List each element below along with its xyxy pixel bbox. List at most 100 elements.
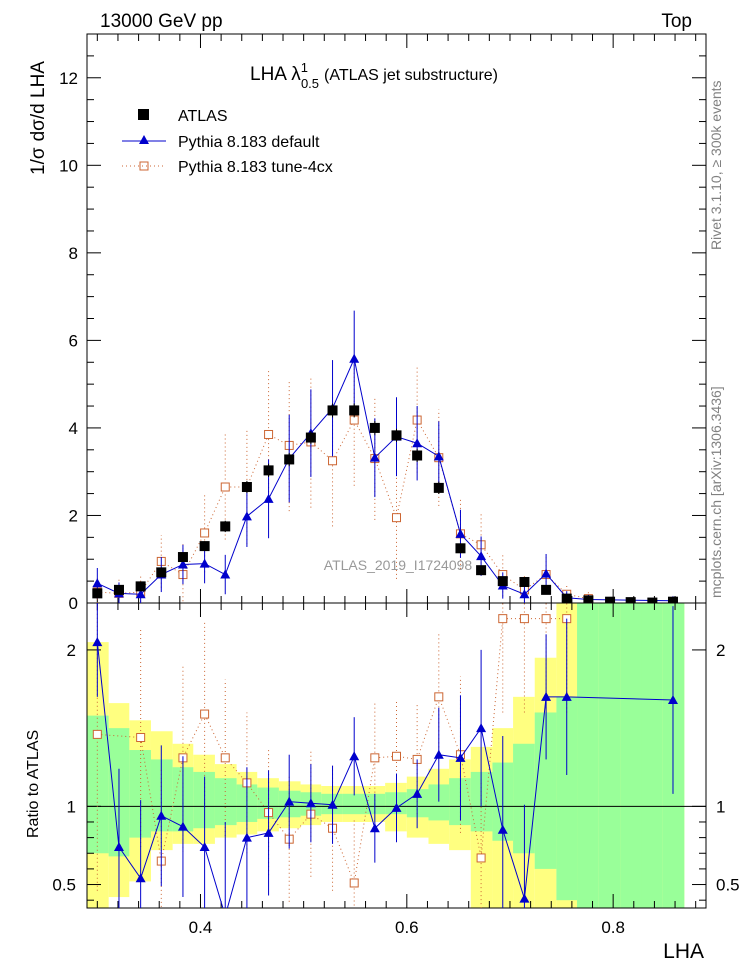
default-point bbox=[177, 559, 188, 569]
process-label: Top bbox=[661, 11, 692, 32]
ratio-inner-band bbox=[577, 603, 599, 908]
default-ratio-point bbox=[327, 799, 338, 809]
default-ratio-line bbox=[96, 642, 674, 908]
y-tick-label-ratio-right: 2 bbox=[716, 641, 725, 660]
ratio-inner-band bbox=[257, 787, 279, 819]
tune-ratio-point bbox=[136, 733, 146, 743]
default-ratio-point bbox=[220, 911, 230, 920]
default-ratio-point bbox=[412, 788, 423, 798]
tune-point bbox=[200, 528, 210, 538]
default-point bbox=[241, 511, 252, 521]
tune-point bbox=[328, 456, 338, 466]
default-point bbox=[220, 569, 231, 579]
rivet-label: Rivet 3.1.10, ≥ 300k events bbox=[708, 80, 724, 250]
ratio-inner-band bbox=[662, 603, 685, 908]
atlas-point bbox=[327, 405, 338, 416]
default-ratio-point bbox=[433, 749, 444, 759]
y-label-one-over-sigma: 1/σ bbox=[28, 147, 49, 175]
atlas-point bbox=[156, 567, 167, 578]
y-tick-label-ratio: 0.5 bbox=[52, 876, 76, 895]
atlas-point bbox=[647, 597, 658, 603]
tune-ratio-point bbox=[349, 878, 359, 888]
atlas-point bbox=[541, 584, 552, 595]
ratio-uncertainty-bands bbox=[87, 603, 685, 908]
atlas-point bbox=[241, 482, 252, 493]
y-tick-label-ratio: 1 bbox=[67, 797, 76, 816]
y-tick-label-main: 6 bbox=[69, 331, 78, 350]
tune-point bbox=[264, 429, 274, 439]
y-axis-label-main: 1/σ dσ/d LHA bbox=[28, 61, 49, 175]
atlas-point bbox=[497, 576, 508, 587]
x-tick-label: 0.4 bbox=[189, 918, 213, 937]
default-point bbox=[455, 528, 466, 538]
x-tick-label: 0.8 bbox=[601, 918, 625, 937]
atlas-point bbox=[199, 541, 210, 552]
tune-ratio-point bbox=[434, 692, 444, 702]
y-tick-label-ratio-right: 1 bbox=[716, 797, 725, 816]
y-tick-label-main: 4 bbox=[69, 419, 78, 438]
legend-marker-default bbox=[139, 135, 149, 144]
y-tick-label-ratio-right: 0.5 bbox=[716, 876, 740, 895]
y-axis-label-ratio: Ratio to ATLAS bbox=[25, 730, 42, 838]
x-axis-label: LHA bbox=[663, 940, 704, 963]
ratio-inner-band bbox=[342, 793, 365, 815]
ratio-plot-frame bbox=[86, 602, 707, 909]
default-ratio-point bbox=[349, 751, 360, 761]
default-ratio-point bbox=[561, 691, 572, 701]
default-ratio-point bbox=[391, 802, 402, 812]
ratio-inner-band bbox=[641, 603, 663, 908]
atlas-point bbox=[349, 405, 360, 416]
default-ratio-point bbox=[476, 723, 487, 733]
default-ratio-point bbox=[263, 827, 274, 837]
atlas-point bbox=[220, 521, 231, 532]
atlas-point bbox=[177, 552, 188, 563]
plot-title-rest: (ATLAS jet substructure) bbox=[324, 67, 498, 84]
ratio-inner-band bbox=[513, 743, 535, 854]
default-point bbox=[135, 589, 146, 599]
tune-ratio-point bbox=[200, 709, 210, 719]
ratio-inner-band bbox=[428, 784, 450, 821]
y-label-dsigma: dσ/d LHA bbox=[28, 61, 49, 142]
plot-title-sub: 0.5 bbox=[301, 76, 319, 91]
atlas-point bbox=[455, 543, 466, 554]
legend-marker-atlas bbox=[138, 109, 149, 120]
default-ratio-point bbox=[135, 873, 146, 883]
atlas-point bbox=[92, 588, 103, 599]
default-ratio-point bbox=[497, 824, 508, 834]
y-tick-label-ratio: 2 bbox=[67, 641, 76, 660]
legend-label-atlas: ATLAS bbox=[178, 108, 228, 125]
ratio-inner-band bbox=[534, 712, 557, 869]
ratio-inner-band bbox=[556, 696, 578, 901]
atlas-point bbox=[305, 432, 316, 443]
ratio-inner-band bbox=[214, 778, 237, 826]
atlas-point bbox=[412, 450, 423, 461]
ratio-inner-band bbox=[449, 778, 471, 826]
default-point bbox=[476, 551, 487, 561]
default-ratio-point bbox=[541, 691, 552, 701]
ratio-inner-band bbox=[193, 771, 215, 829]
ratio-inner-band bbox=[598, 603, 621, 908]
ratio-inner-band bbox=[129, 750, 151, 838]
atlas-point bbox=[113, 584, 124, 595]
atlas-point bbox=[476, 565, 487, 576]
ratio-inner-band bbox=[620, 603, 642, 908]
main-plot-data bbox=[92, 310, 678, 603]
atlas-point bbox=[583, 595, 594, 603]
ratio-inner-band bbox=[470, 771, 493, 832]
ratio-inner-band bbox=[406, 789, 429, 818]
default-point bbox=[541, 568, 552, 578]
tune-ratio-point bbox=[370, 753, 380, 763]
atlas-point bbox=[519, 576, 530, 587]
default-ratio-point bbox=[455, 752, 466, 762]
tune-point bbox=[220, 482, 230, 492]
mcplots-label: mcplots.cern.ch [arXiv:1306.3436] bbox=[708, 386, 724, 598]
default-point bbox=[199, 558, 210, 568]
default-ratio-point bbox=[369, 823, 380, 833]
tune-point bbox=[392, 513, 401, 523]
default-point bbox=[349, 353, 360, 363]
default-ratio-point bbox=[667, 694, 678, 704]
ratio-inner-band bbox=[87, 715, 109, 854]
ratio-plot-data bbox=[92, 603, 678, 920]
